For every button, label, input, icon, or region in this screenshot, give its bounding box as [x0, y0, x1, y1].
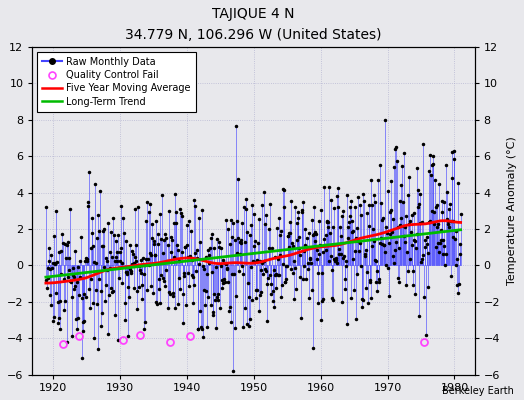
Legend: Raw Monthly Data, Quality Control Fail, Five Year Moving Average, Long-Term Tren: Raw Monthly Data, Quality Control Fail, …	[37, 52, 196, 112]
Y-axis label: Temperature Anomaly (°C): Temperature Anomaly (°C)	[507, 136, 517, 285]
Text: Berkeley Earth: Berkeley Earth	[442, 386, 514, 396]
Title: TAJIQUE 4 N
34.779 N, 106.296 W (United States): TAJIQUE 4 N 34.779 N, 106.296 W (United …	[125, 7, 382, 42]
